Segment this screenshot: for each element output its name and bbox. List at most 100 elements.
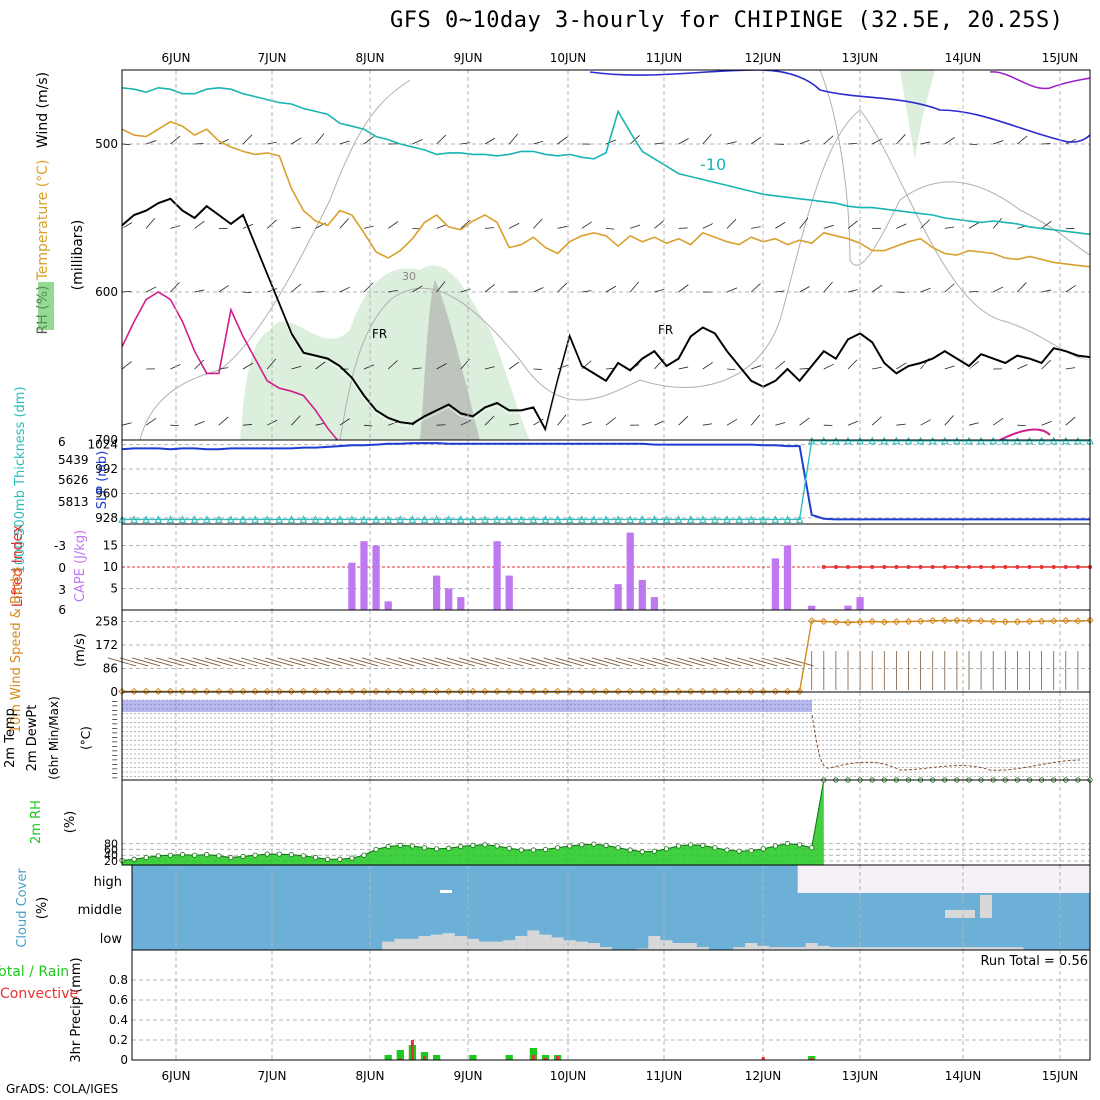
wind-barb <box>750 414 761 426</box>
temp-tick: − <box>111 742 118 751</box>
thickness-marker <box>178 515 187 523</box>
wind-barb <box>823 135 834 145</box>
wind-barb <box>944 226 955 229</box>
thickness-marker <box>154 515 163 523</box>
cloud-low-bar <box>733 947 746 950</box>
cloud-axis-label: Cloud Cover <box>15 868 30 948</box>
thickness-marker <box>372 515 380 523</box>
wind-speed-marker <box>1062 616 1070 625</box>
wind-barb-10m <box>785 657 814 667</box>
cape-ytick-0: 15 <box>103 539 118 553</box>
wind-barb-10m <box>640 657 669 667</box>
wind-barb <box>533 140 544 145</box>
wind-barb <box>605 139 617 145</box>
wind-speed-marker <box>856 618 864 626</box>
wind-speed-marker <box>989 617 997 626</box>
wind-barb <box>1089 368 1090 369</box>
wind-barb <box>726 218 737 229</box>
wind-barb <box>968 422 979 426</box>
wind-barb <box>242 362 254 370</box>
wind-barb <box>436 281 446 293</box>
precip-ytick-4: 0 <box>120 1053 128 1067</box>
wind-barb <box>484 366 495 370</box>
precip-axis-label: 3hr Precip (mm) <box>69 957 84 1062</box>
wind-barb <box>339 218 349 229</box>
rh-axis-swatch <box>38 282 54 330</box>
wind-barb <box>315 361 326 370</box>
cape-bar <box>650 597 659 610</box>
wind-barb <box>896 362 907 370</box>
wind-barb <box>605 417 616 426</box>
precip-frame <box>131 949 1091 1061</box>
wind-barb <box>992 217 1003 229</box>
cloud-low-bar <box>382 941 395 950</box>
thickness-marker <box>590 515 598 523</box>
rh2m-marker <box>421 845 428 851</box>
cloud-low-bar <box>926 947 939 950</box>
wind-barb-10m <box>434 657 463 667</box>
lifted-index-marker <box>833 565 838 569</box>
temp-tick: − <box>111 769 118 778</box>
wind-barb <box>363 424 373 427</box>
wind-speed-marker <box>904 617 913 626</box>
wind-barb <box>944 365 955 370</box>
minmax-axis-label: (6hr Min/Max) <box>47 696 61 780</box>
rh2m-marker <box>409 843 415 849</box>
warm-line-2 <box>999 428 1051 440</box>
wind-barb <box>146 286 157 293</box>
wind-barb-10m <box>458 657 488 667</box>
li-tick-3: 6 <box>58 603 66 617</box>
thickness-marker <box>493 515 501 523</box>
slp-ytick-0: 1024 <box>87 438 118 452</box>
wind-speed-marker <box>154 687 163 696</box>
cape-bar <box>493 541 501 610</box>
wind-speed-marker <box>590 687 598 696</box>
wind-speed-marker <box>323 687 332 696</box>
wind-barb <box>726 287 738 293</box>
cloud-low-bar <box>660 940 673 950</box>
cloud-low-bar <box>575 941 588 950</box>
wind-speed-marker <box>372 687 380 696</box>
precip-total-bar <box>529 1048 538 1060</box>
wind-barb <box>799 286 810 293</box>
cloud-low-bar <box>551 937 564 950</box>
cape-bar <box>808 605 816 610</box>
li-tick-0: -3 <box>54 539 66 553</box>
wind-speed-marker <box>602 687 610 696</box>
cloud-low-bar <box>503 940 516 950</box>
wind-barb <box>387 221 399 229</box>
thickness-marker <box>723 515 731 523</box>
wind-barb <box>315 133 325 145</box>
wind-barb <box>702 423 713 426</box>
cloud-low-bar <box>491 941 504 950</box>
thickness-marker <box>227 515 235 523</box>
wind-barb <box>436 134 447 145</box>
wind-speed-marker <box>844 618 852 627</box>
slp-line <box>121 442 1090 521</box>
thickness-marker <box>892 436 901 445</box>
lifted-index-marker <box>894 565 899 569</box>
thickness-marker <box>759 515 768 523</box>
rh2m-ytick-0: 80 <box>104 838 118 851</box>
thickness-marker <box>698 515 707 523</box>
rh2m-marker <box>796 842 803 848</box>
li-tick-2: 3 <box>58 583 66 597</box>
wind-barb <box>291 137 302 145</box>
temp-tick: − <box>111 760 118 769</box>
wind-speed-marker <box>735 687 743 696</box>
thickness-marker <box>807 436 816 445</box>
wind-barb-10m <box>265 657 294 667</box>
thickness-marker <box>275 515 284 523</box>
cloud-low-bar <box>430 934 443 950</box>
wind-barb <box>388 421 399 426</box>
rh2m-marker <box>143 854 149 861</box>
precip-total-legend: Total / Rain <box>0 964 69 980</box>
thickness-marker <box>916 436 925 445</box>
wind-barb <box>363 136 374 145</box>
lifted-index-marker <box>1027 565 1032 569</box>
top-xtick-6: 12JUN <box>745 51 782 65</box>
precip-conv-legend: Convective <box>0 986 78 1002</box>
wind-barb <box>750 136 762 145</box>
wind-barb-10m <box>204 657 233 667</box>
wind-barb-10m <box>313 657 342 667</box>
